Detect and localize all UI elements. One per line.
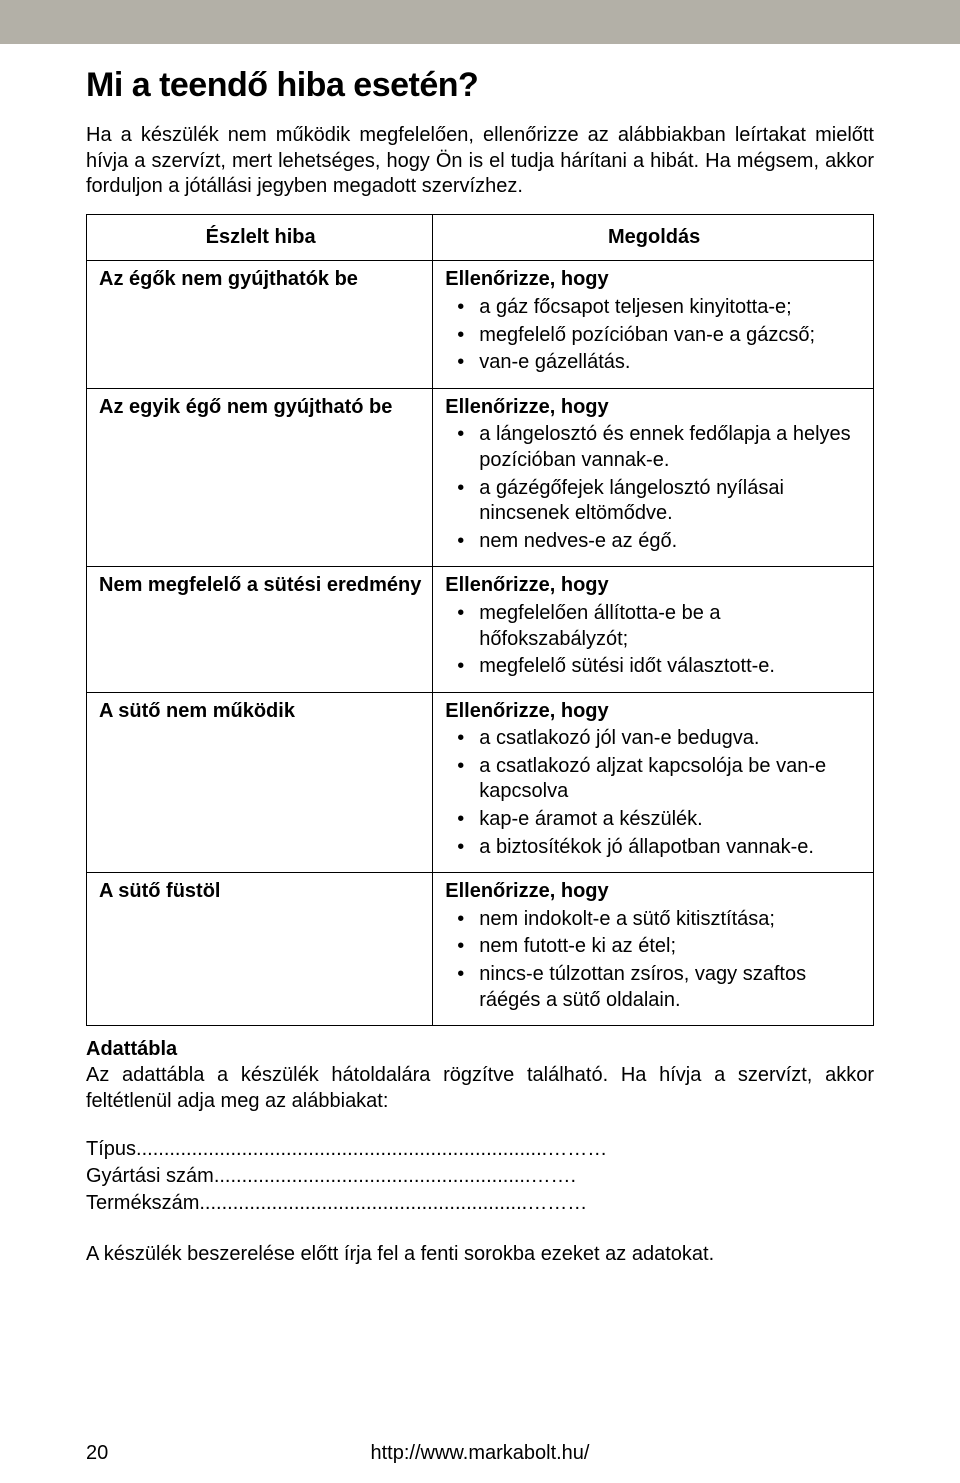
footer-url: http://www.markabolt.hu/ bbox=[0, 1442, 960, 1465]
list-item: nem nedves-e az égő. bbox=[445, 529, 863, 555]
fill-line-label: Típus bbox=[86, 1138, 136, 1160]
fill-line-label: Termékszám bbox=[86, 1192, 199, 1214]
final-note: A készülék beszerelése előtt írja fel a … bbox=[86, 1243, 874, 1266]
list-item: nem futott-e ki az étel; bbox=[445, 934, 863, 960]
list-item: kap-e áramot a készülék. bbox=[445, 807, 863, 833]
fill-line-dots: ........................................… bbox=[136, 1138, 607, 1160]
check-label: Ellenőrizze, hogy bbox=[445, 268, 608, 290]
data-plate-heading: Adattábla bbox=[86, 1038, 177, 1060]
header-bar bbox=[0, 0, 960, 44]
table-header-row: Észlelt hiba Megoldás bbox=[87, 214, 874, 261]
fill-line-dots: ........................................… bbox=[199, 1192, 587, 1214]
list-item: nincs-e túlzottan zsíros, vagy szaftos r… bbox=[445, 962, 863, 1013]
data-plate-section: Adattábla Az adattábla a készülék hátold… bbox=[86, 1036, 874, 1114]
page-content: Mi a teendő hiba esetén? Ha a készülék n… bbox=[0, 44, 960, 1266]
list-item: a csatlakozó aljzat kapcsolója be van-e … bbox=[445, 754, 863, 805]
list-item: megfelelő sütési időt választott-e. bbox=[445, 654, 863, 680]
list-item: a lángelosztó és ennek fedőlapja a helye… bbox=[445, 422, 863, 473]
page-number: 20 bbox=[86, 1442, 108, 1465]
fill-line-label: Gyártási szám bbox=[86, 1165, 214, 1187]
col-header-fault: Észlelt hiba bbox=[87, 214, 433, 261]
fault-label: A sütő füstöl bbox=[99, 880, 220, 902]
check-label: Ellenőrizze, hogy bbox=[445, 396, 608, 418]
table-row: A sütő nem működik Ellenőrizze, hogy a c… bbox=[87, 692, 874, 873]
table-row: A sütő füstöl Ellenőrizze, hogy nem indo… bbox=[87, 873, 874, 1026]
fault-label: Az égők nem gyújthatók be bbox=[99, 268, 358, 290]
col-header-solution: Megoldás bbox=[433, 214, 874, 261]
troubleshooting-table: Észlelt hiba Megoldás Az égők nem gyújth… bbox=[86, 214, 874, 1026]
list-item: a csatlakozó jól van-e bedugva. bbox=[445, 726, 863, 752]
list-item: nem indokolt-e a sütő kitisztítása; bbox=[445, 907, 863, 933]
fill-line: Termékszám..............................… bbox=[86, 1190, 874, 1217]
solution-list: megfelelően állította-e be a hőfokszabál… bbox=[445, 601, 863, 680]
table-row: Az égők nem gyújthatók be Ellenőrizze, h… bbox=[87, 261, 874, 388]
check-label: Ellenőrizze, hogy bbox=[445, 574, 608, 596]
table-row: Az egyik égő nem gyújtható be Ellenőrizz… bbox=[87, 388, 874, 567]
list-item: megfelelően állította-e be a hőfokszabál… bbox=[445, 601, 863, 652]
table-row: Nem megfelelő a sütési eredmény Ellenőri… bbox=[87, 567, 874, 692]
list-item: van-e gázellátás. bbox=[445, 350, 863, 376]
fill-line-dots: ........................................… bbox=[214, 1165, 576, 1187]
check-label: Ellenőrizze, hogy bbox=[445, 700, 608, 722]
fill-line: Gyártási szám...........................… bbox=[86, 1163, 874, 1190]
page-title: Mi a teendő hiba esetén? bbox=[86, 66, 874, 105]
fault-label: A sütő nem működik bbox=[99, 700, 295, 722]
list-item: a gázégőfejek lángelosztó nyílásai nincs… bbox=[445, 476, 863, 527]
check-label: Ellenőrizze, hogy bbox=[445, 880, 608, 902]
solution-list: a csatlakozó jól van-e bedugva. a csatla… bbox=[445, 726, 863, 860]
intro-paragraph: Ha a készülék nem működik megfelelően, e… bbox=[86, 123, 874, 200]
solution-list: nem indokolt-e a sütő kitisztítása; nem … bbox=[445, 907, 863, 1013]
fill-in-lines: Típus...................................… bbox=[86, 1136, 874, 1217]
page-footer: 20 http://www.markabolt.hu/ bbox=[0, 1442, 960, 1465]
list-item: a biztosítékok jó állapotban vannak-e. bbox=[445, 835, 863, 861]
solution-list: a lángelosztó és ennek fedőlapja a helye… bbox=[445, 422, 863, 554]
fault-label: Az egyik égő nem gyújtható be bbox=[99, 396, 392, 418]
data-plate-text: Az adattábla a készülék hátoldalára rögz… bbox=[86, 1064, 874, 1112]
solution-list: a gáz főcsapot teljesen kinyitotta-e; me… bbox=[445, 295, 863, 376]
list-item: megfelelő pozícióban van-e a gázcső; bbox=[445, 323, 863, 349]
list-item: a gáz főcsapot teljesen kinyitotta-e; bbox=[445, 295, 863, 321]
fill-line: Típus...................................… bbox=[86, 1136, 874, 1163]
fault-label: Nem megfelelő a sütési eredmény bbox=[99, 574, 421, 596]
